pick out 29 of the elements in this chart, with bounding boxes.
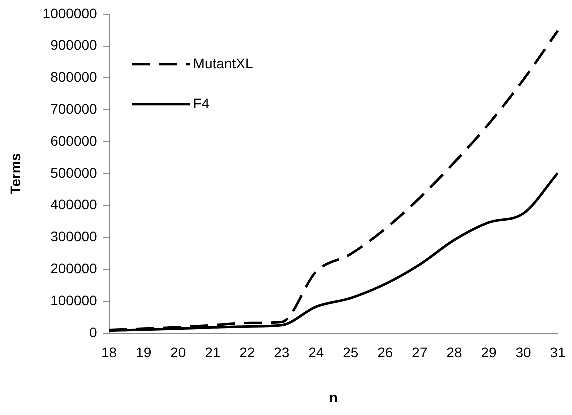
x-tick-label: 19 <box>136 344 152 361</box>
x-tick-label: 30 <box>516 344 532 361</box>
y-tick-label: 400000 <box>50 196 98 213</box>
x-tick-label: 26 <box>378 344 394 361</box>
x-tick-label: 28 <box>446 344 462 361</box>
y-tick-label: 600000 <box>50 132 98 149</box>
y-tick-label: 100000 <box>50 292 98 308</box>
legend-label: MutantXL <box>193 55 254 72</box>
x-tick-label: 21 <box>205 344 221 361</box>
legend-label: F4 <box>193 95 210 112</box>
y-tick-label: 800000 <box>50 69 98 86</box>
x-tick-label: 22 <box>240 344 256 361</box>
x-tick-label: 31 <box>550 344 566 361</box>
x-tick-label: 29 <box>481 344 497 361</box>
y-tick-label: 200000 <box>50 260 98 276</box>
x-tick-label: 25 <box>343 344 359 361</box>
y-tick-label: 500000 <box>50 164 98 181</box>
x-tick-label: 24 <box>308 344 324 361</box>
y-axis-title: Terms <box>7 153 24 194</box>
x-tick-label: 27 <box>412 344 428 361</box>
x-axis-title: n <box>329 389 338 406</box>
y-tick-label: 900000 <box>50 37 98 54</box>
y-tick-label: 700000 <box>50 100 98 117</box>
y-tick-label: 0 <box>90 324 98 340</box>
x-tick-label: 20 <box>170 344 186 361</box>
y-tick-label: 300000 <box>50 228 98 245</box>
x-tick-label: 18 <box>102 344 118 361</box>
y-tick-label: 1000000 <box>42 5 98 22</box>
x-tick-label: 23 <box>274 344 290 361</box>
